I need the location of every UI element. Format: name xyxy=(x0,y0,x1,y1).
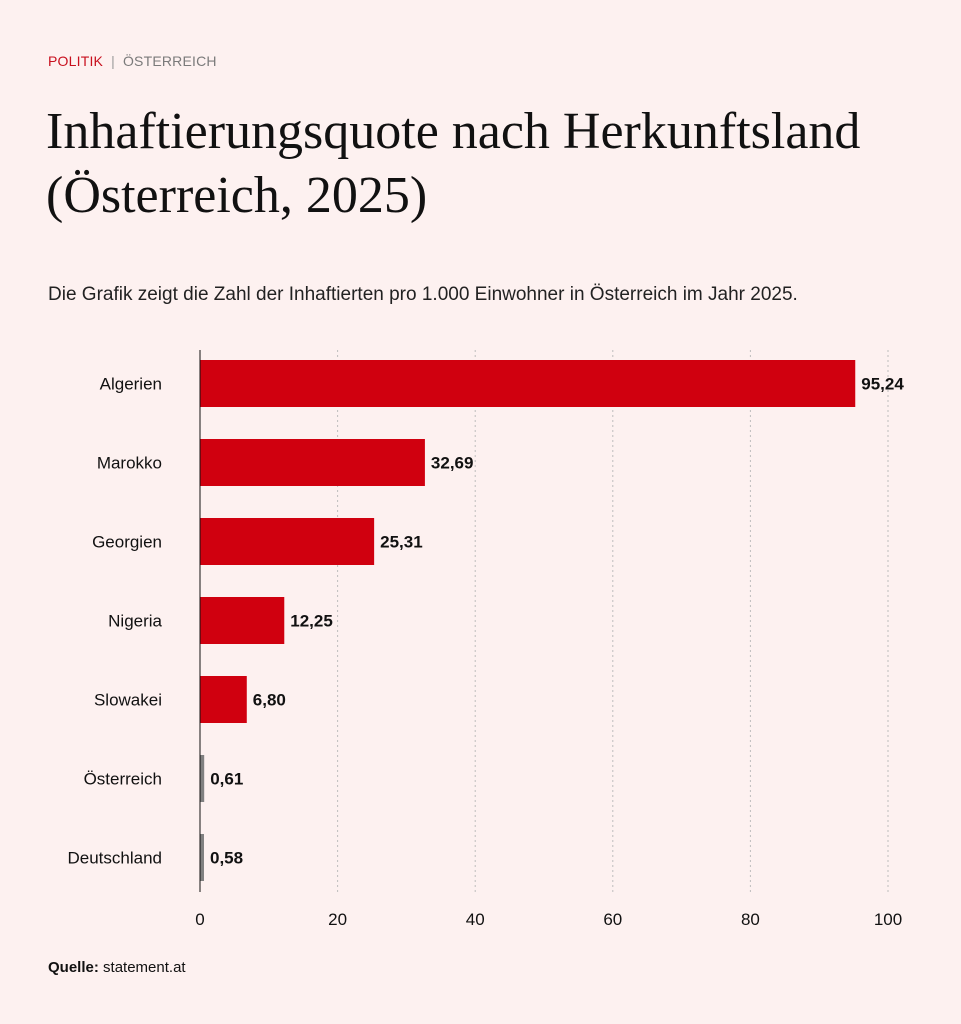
category-labels: Algerien Marokko Georgien Nigeria Slowakei Ös… xyxy=(67,375,162,868)
category-label: Deutschland xyxy=(67,849,162,868)
bars xyxy=(200,360,856,881)
bar-value-label: 95,24 xyxy=(861,375,904,394)
subcategory-link[interactable]: ÖSTERREICH xyxy=(122,53,217,69)
bar-value-label: 12,25 xyxy=(290,612,333,631)
chart-subtitle: Die Grafik zeigt die Zahl der Inhaftiert… xyxy=(48,284,798,305)
source-label: Quelle: xyxy=(48,959,99,976)
source-text: statement.at xyxy=(103,959,186,976)
bar xyxy=(200,518,375,565)
category-label: Slowakei xyxy=(94,691,162,710)
category-label: Marokko xyxy=(97,454,162,473)
x-tick-label: 100 xyxy=(874,910,902,929)
x-tick-label: 60 xyxy=(603,910,622,929)
x-tick-labels: 0 20 40 60 80 100 xyxy=(195,910,902,929)
value-labels: 95,24 32,69 25,31 12,25 6,80 0,61 0,58 xyxy=(210,375,904,868)
bar xyxy=(200,676,247,723)
source-note: Quelle: statement.at xyxy=(48,958,186,978)
x-tick-label: 80 xyxy=(741,910,760,929)
bar xyxy=(200,834,204,881)
category-label: Georgien xyxy=(92,533,162,552)
bar-value-label: 0,58 xyxy=(210,849,243,868)
bar xyxy=(200,597,285,644)
bar-value-label: 25,31 xyxy=(380,533,423,552)
kicker: POLITIK | ÖSTERREICH xyxy=(48,52,217,70)
chart-title: Inhaftierungsquote nach Herkunftsland (Ö… xyxy=(46,103,861,224)
kicker-separator: | xyxy=(111,53,115,69)
x-tick-label: 0 xyxy=(195,910,204,929)
x-tick-label: 40 xyxy=(466,910,485,929)
category-label: Österreich xyxy=(84,770,162,789)
bar-value-label: 6,80 xyxy=(253,691,286,710)
grid-lines xyxy=(337,350,889,892)
bar-chart: Algerien Marokko Georgien Nigeria Slowakei Ös… xyxy=(67,350,904,929)
x-tick-label: 20 xyxy=(328,910,347,929)
category-link[interactable]: POLITIK xyxy=(48,53,104,69)
category-label: Algerien xyxy=(100,375,162,394)
category-label: Nigeria xyxy=(108,612,162,631)
bar-value-label: 32,69 xyxy=(431,454,474,473)
bar xyxy=(200,439,425,486)
bar-value-label: 0,61 xyxy=(210,770,243,789)
bar xyxy=(200,360,856,407)
bar xyxy=(200,755,205,802)
